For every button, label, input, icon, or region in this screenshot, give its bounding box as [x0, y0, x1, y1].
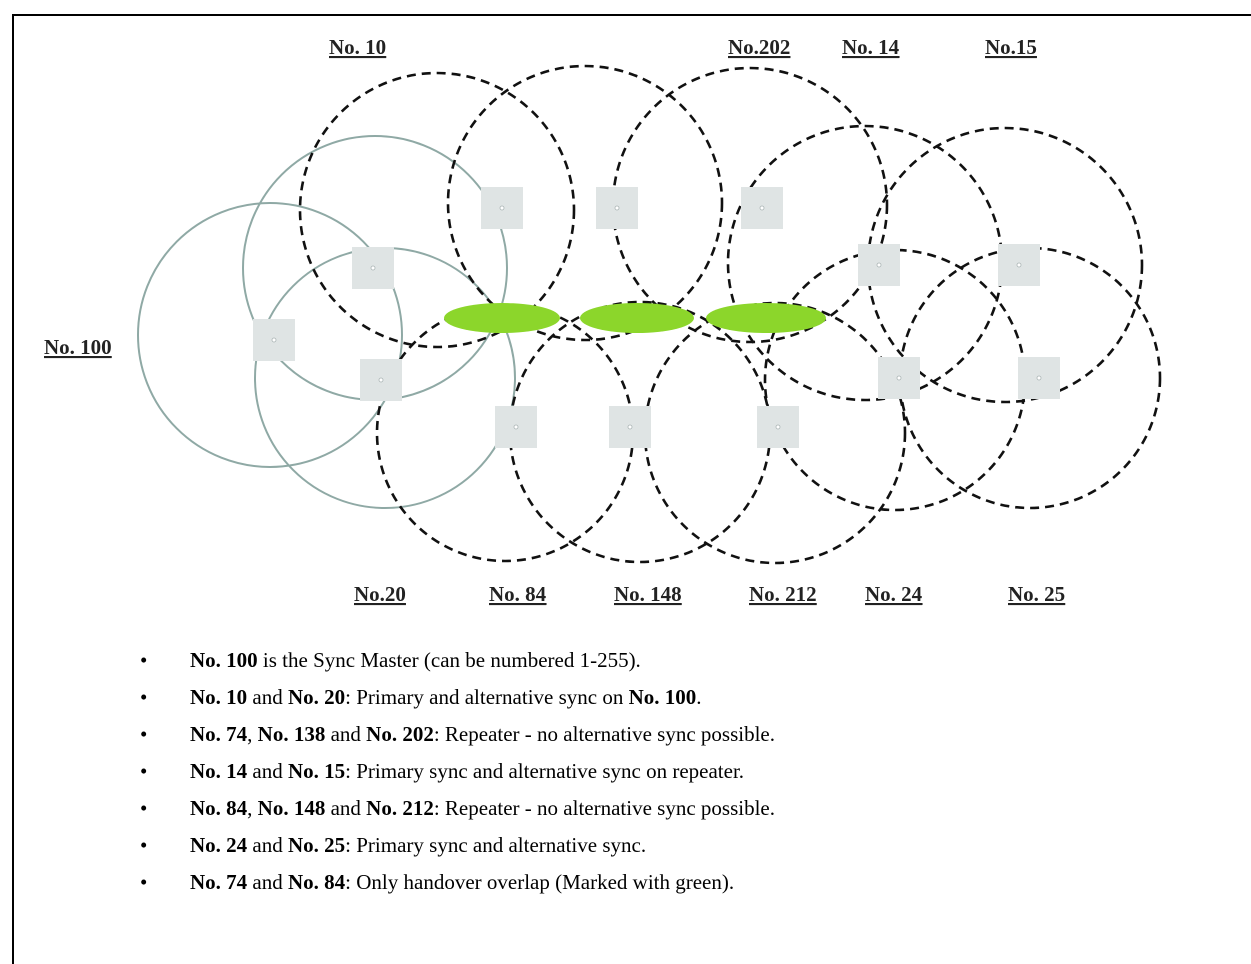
- note-item: No. 100 is the Sync Master (can be numbe…: [140, 642, 775, 679]
- base-station-icon: [495, 406, 537, 448]
- note-item: No. 24 and No. 25: Primary sync and alte…: [140, 827, 775, 864]
- label-no10: No. 10: [329, 35, 386, 59]
- label-no25: No. 25: [1008, 582, 1065, 606]
- label-no84: No. 84: [489, 582, 547, 606]
- note-item: No. 74 and No. 84: Only handover overlap…: [140, 864, 775, 901]
- handover-overlap-ellipse: [706, 303, 826, 333]
- base-station-icon: [1018, 357, 1060, 399]
- label-no15: No.15: [985, 35, 1037, 59]
- base-station-icon: [878, 357, 920, 399]
- note-item: No. 14 and No. 15: Primary sync and alte…: [140, 753, 775, 790]
- base-station-icon: [352, 247, 394, 289]
- base-station-icon: [757, 406, 799, 448]
- coverage-diagram: No. 10 No.202 No. 14 No.15 No. 100 No.20…: [44, 35, 1162, 606]
- base-station-icon: [998, 244, 1040, 286]
- handover-overlap-ellipse: [444, 303, 560, 333]
- handover-overlap-ellipse: [580, 303, 694, 333]
- base-station-icon: [858, 244, 900, 286]
- node-labels: No. 10 No.202 No. 14 No.15 No. 100 No.20…: [44, 35, 1066, 606]
- repeater-coverage-circle: [611, 66, 889, 344]
- base-station-icon: [609, 406, 651, 448]
- repeater-coverage-circle: [446, 64, 724, 342]
- label-no148: No. 148: [614, 582, 682, 606]
- note-item: No. 10 and No. 20: Primary and alternati…: [140, 679, 775, 716]
- repeater-coverage-circle: [866, 126, 1144, 404]
- label-no20: No.20: [354, 582, 406, 606]
- repeater-coverage-circle: [298, 71, 576, 349]
- label-no100: No. 100: [44, 335, 112, 359]
- handover-overlaps: [444, 303, 826, 333]
- base-station-icon: [253, 319, 295, 361]
- label-no24: No. 24: [865, 582, 923, 606]
- base-station-icon: [741, 187, 783, 229]
- base-station-icon: [481, 187, 523, 229]
- note-item: No. 84, No. 148 and No. 212: Repeater - …: [140, 790, 775, 827]
- label-no14: No. 14: [842, 35, 900, 59]
- master-coverage-circle: [137, 202, 403, 468]
- label-no212: No. 212: [749, 582, 817, 606]
- notes-list: No. 100 is the Sync Master (can be numbe…: [140, 642, 775, 901]
- page-frame: [12, 14, 1251, 964]
- note-item: No. 74, No. 138 and No. 202: Repeater - …: [140, 716, 775, 753]
- base-stations: [253, 187, 1060, 448]
- label-no202: No.202: [728, 35, 790, 59]
- base-station-icon: [360, 359, 402, 401]
- base-station-icon: [596, 187, 638, 229]
